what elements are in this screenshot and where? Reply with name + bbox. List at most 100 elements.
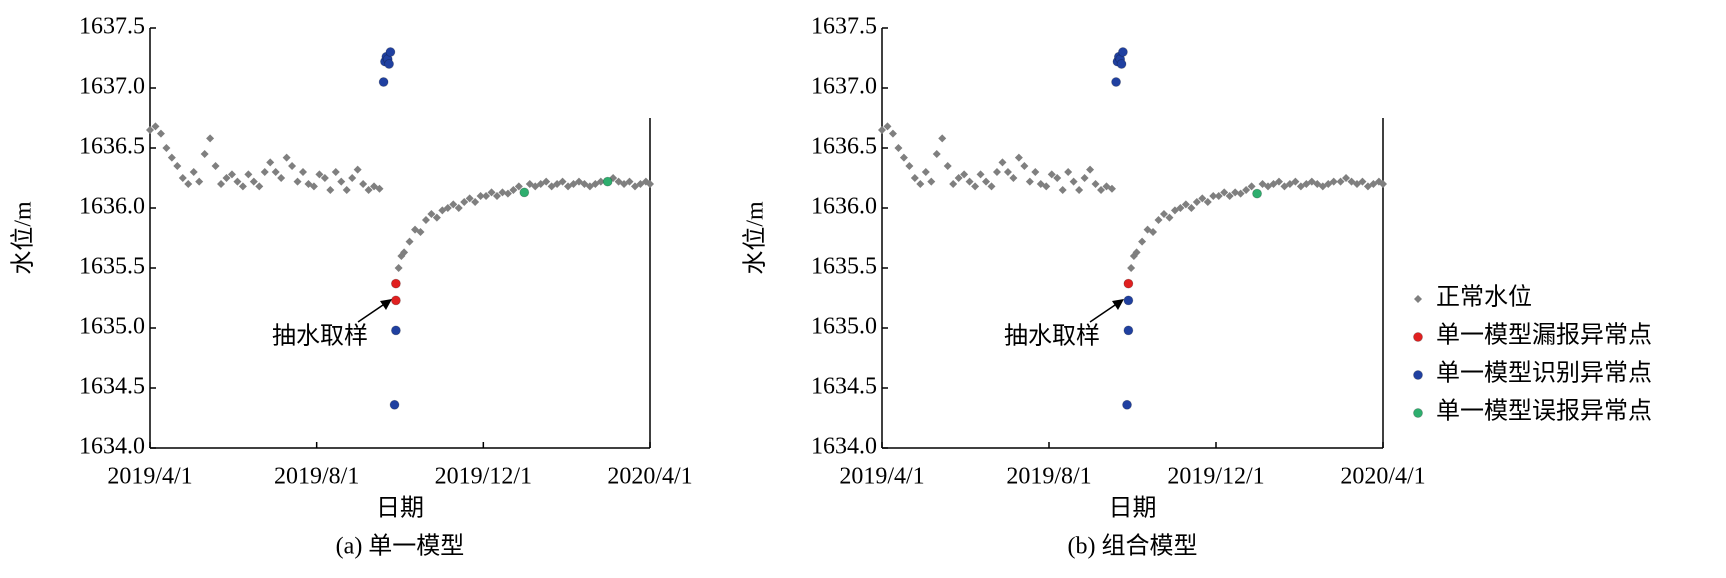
point: [266, 158, 275, 167]
legend-label: 单一模型漏报异常点: [1436, 322, 1652, 349]
point: [394, 264, 403, 272]
point: [1123, 295, 1134, 306]
point: [1020, 162, 1029, 170]
point: [238, 182, 247, 191]
point: [492, 192, 501, 200]
point: [260, 168, 269, 176]
point: [1014, 153, 1023, 162]
point: [217, 180, 226, 188]
y-axis-label: 水位/m: [10, 201, 37, 275]
point: [421, 216, 430, 224]
point: [233, 177, 242, 186]
caption: (b) 组合模型: [1068, 533, 1198, 560]
point: [432, 213, 441, 222]
point: [1031, 168, 1040, 176]
point: [1291, 177, 1300, 186]
y-tick-label: 1634.5: [79, 374, 145, 400]
point: [1220, 188, 1229, 197]
x-axis-label: 日期: [1109, 496, 1157, 522]
y-tick-label: 1637.5: [79, 14, 145, 40]
x-tick-label: 2019/12/1: [1167, 464, 1264, 490]
point: [899, 153, 908, 162]
point: [427, 210, 436, 218]
point: [982, 177, 991, 186]
point: [293, 177, 302, 186]
point: [1154, 216, 1163, 224]
point: [998, 158, 1007, 167]
point: [271, 168, 280, 176]
point: [184, 180, 193, 188]
point: [189, 168, 198, 176]
point: [320, 174, 329, 182]
y-tick-label: 1635.5: [811, 254, 877, 280]
point: [954, 174, 963, 182]
point: [1203, 198, 1212, 206]
point: [1086, 165, 1095, 174]
x-tick-label: 2019/8/1: [1006, 464, 1091, 490]
point: [1247, 182, 1256, 191]
point: [519, 187, 530, 198]
point: [1225, 192, 1234, 200]
annotation: 抽水取样: [272, 323, 368, 350]
point: [1097, 186, 1106, 194]
point: [1192, 198, 1201, 206]
point: [288, 162, 297, 170]
point: [1329, 177, 1338, 186]
point: [1336, 177, 1345, 186]
point: [987, 182, 996, 191]
point: [211, 162, 220, 170]
point: [389, 399, 400, 410]
point: [326, 186, 335, 194]
point: [596, 177, 605, 186]
point: [200, 150, 209, 158]
point: [244, 170, 253, 179]
point: [405, 237, 414, 246]
point: [359, 180, 368, 188]
point: [1058, 186, 1067, 194]
point: [454, 204, 463, 212]
point: [602, 176, 613, 187]
point: [146, 126, 154, 134]
point: [482, 192, 491, 200]
point: [498, 188, 507, 197]
point: [1107, 184, 1116, 193]
point: [1274, 177, 1283, 186]
point: [1159, 210, 1168, 218]
legend-label: 单一模型误报异常点: [1436, 398, 1652, 425]
point: [905, 162, 914, 170]
point: [921, 168, 930, 176]
y-tick-label: 1636.0: [811, 194, 877, 220]
point: [443, 204, 452, 212]
point: [1236, 189, 1245, 198]
point: [476, 192, 485, 200]
point: [509, 186, 518, 194]
legend-marker: [1413, 370, 1423, 380]
point: [337, 177, 346, 186]
point: [162, 144, 171, 152]
point: [1118, 47, 1128, 57]
point: [1252, 188, 1262, 199]
x-tick-label: 2020/4/1: [607, 464, 692, 490]
point: [1379, 180, 1387, 188]
point: [416, 228, 425, 236]
y-tick-label: 1634.5: [811, 374, 877, 400]
point: [277, 174, 286, 182]
point: [1198, 194, 1207, 203]
point: [227, 170, 236, 179]
point: [976, 170, 985, 179]
y-axis-label: 水位/m: [742, 201, 769, 275]
point: [992, 168, 1001, 176]
y-tick-label: 1635.5: [79, 254, 145, 280]
point: [646, 180, 654, 188]
point: [1075, 186, 1084, 194]
point: [384, 59, 394, 69]
point: [1187, 204, 1196, 212]
point: [156, 129, 165, 138]
point: [465, 194, 474, 203]
x-axis-label: 日期: [376, 496, 424, 522]
y-tick-label: 1637.0: [811, 74, 877, 100]
point: [1091, 180, 1100, 188]
point: [1042, 182, 1051, 191]
x-tick-label: 2020/4/1: [1340, 464, 1425, 490]
annotation-arrow: [357, 302, 387, 323]
